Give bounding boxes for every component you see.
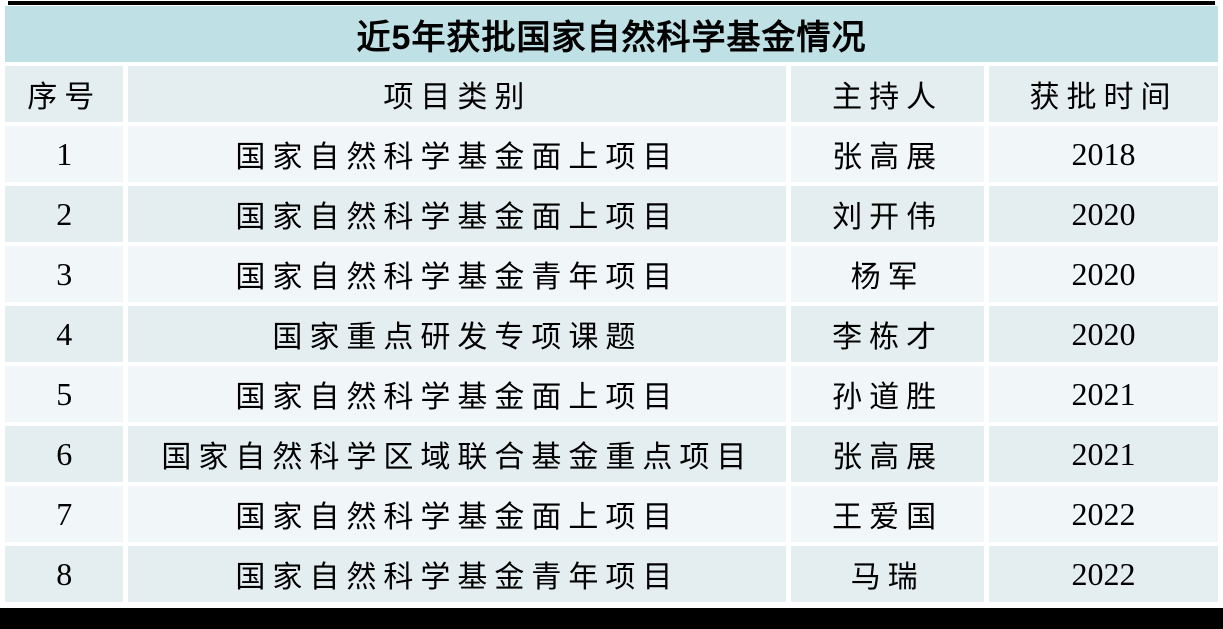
column-header-pi: 主持人 xyxy=(791,66,984,122)
cell-no: 1 xyxy=(5,126,124,182)
table-row: 6 国家自然科学区域联合基金重点项目 张高展 2021 xyxy=(5,426,1218,482)
table-row: 7 国家自然科学基金面上项目 王爱国 2022 xyxy=(5,486,1218,542)
cell-pi: 张高展 xyxy=(791,426,984,482)
cell-no: 4 xyxy=(5,306,124,362)
column-header-no: 序号 xyxy=(5,66,124,122)
table-row: 3 国家自然科学基金青年项目 杨军 2020 xyxy=(5,246,1218,302)
table-row: 2 国家自然科学基金面上项目 刘开伟 2020 xyxy=(5,186,1218,242)
cell-year: 2021 xyxy=(989,366,1218,422)
column-header-category: 项目类别 xyxy=(128,66,787,122)
cell-category: 国家自然科学基金面上项目 xyxy=(128,486,787,542)
cell-year: 2020 xyxy=(989,306,1218,362)
cell-pi: 杨军 xyxy=(791,246,984,302)
cell-pi: 刘开伟 xyxy=(791,186,984,242)
top-border-rule xyxy=(8,1,1215,5)
cell-no: 3 xyxy=(5,246,124,302)
cell-year: 2022 xyxy=(989,546,1218,602)
cell-pi: 孙道胜 xyxy=(791,366,984,422)
cell-pi: 王爱国 xyxy=(791,486,984,542)
cell-category: 国家自然科学基金青年项目 xyxy=(128,546,787,602)
cell-year: 2018 xyxy=(989,126,1218,182)
table-title: 近5年获批国家自然科学基金情况 xyxy=(5,6,1218,62)
cell-category: 国家自然科学基金青年项目 xyxy=(128,246,787,302)
cell-no: 8 xyxy=(5,546,124,602)
table-row: 8 国家自然科学基金青年项目 马瑞 2022 xyxy=(5,546,1218,602)
cell-pi: 张高展 xyxy=(791,126,984,182)
cell-year: 2020 xyxy=(989,246,1218,302)
table-row: 4 国家重点研发专项课题 李栋才 2020 xyxy=(5,306,1218,362)
table-row: 1 国家自然科学基金面上项目 张高展 2018 xyxy=(5,126,1218,182)
grant-table: 近5年获批国家自然科学基金情况 序号 项目类别 主持人 获批时间 1 国家自然科… xyxy=(0,2,1223,606)
table-title-row: 近5年获批国家自然科学基金情况 xyxy=(5,6,1218,62)
cell-no: 6 xyxy=(5,426,124,482)
cell-category: 国家自然科学基金面上项目 xyxy=(128,186,787,242)
cell-no: 2 xyxy=(5,186,124,242)
cell-pi: 马瑞 xyxy=(791,546,984,602)
table-row: 5 国家自然科学基金面上项目 孙道胜 2021 xyxy=(5,366,1218,422)
column-header-year: 获批时间 xyxy=(989,66,1218,122)
cell-category: 国家自然科学基金面上项目 xyxy=(128,126,787,182)
cell-no: 5 xyxy=(5,366,124,422)
bottom-border-rule xyxy=(0,608,1223,629)
cell-no: 7 xyxy=(5,486,124,542)
cell-category: 国家重点研发专项课题 xyxy=(128,306,787,362)
cell-year: 2021 xyxy=(989,426,1218,482)
cell-category: 国家自然科学区域联合基金重点项目 xyxy=(128,426,787,482)
cell-year: 2020 xyxy=(989,186,1218,242)
cell-pi: 李栋才 xyxy=(791,306,984,362)
cell-category: 国家自然科学基金面上项目 xyxy=(128,366,787,422)
table-header-row: 序号 项目类别 主持人 获批时间 xyxy=(5,66,1218,122)
cell-year: 2022 xyxy=(989,486,1218,542)
